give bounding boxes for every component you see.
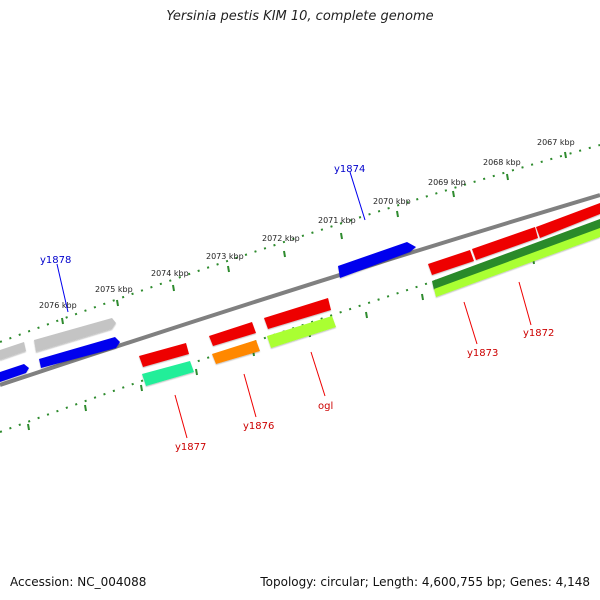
kbp-label: 2072 kbp [262,234,300,243]
kbp-labels: 2067 kbp 2068 kbp 2069 kbp 2070 kbp 2071… [39,138,575,310]
gene-label-ogl[interactable]: ogl [318,401,333,412]
gene-label-y1873[interactable]: y1873 [467,348,498,359]
kbp-label: 2073 kbp [206,252,244,261]
gene-feature[interactable] [34,318,116,352]
gene-feature[interactable] [472,227,538,260]
gene-feature[interactable] [0,364,29,382]
reverse-gene-labels: y1872 y1873 ogl y1876 y1877 [174,281,554,453]
kbp-label: 2069 kbp [428,178,466,187]
outer-major-ticks [61,151,567,325]
gene-label-y1878[interactable]: y1878 [40,255,71,266]
gene-feature[interactable] [432,219,600,290]
gene-feature[interactable] [142,361,194,386]
kbp-label: 2070 kbp [373,197,411,206]
gene-feature[interactable] [212,340,260,364]
kbp-label: 2076 kbp [39,301,77,310]
kbp-label: 2074 kbp [151,269,189,278]
gene-feature[interactable] [0,342,26,360]
gene-feature[interactable] [434,228,600,297]
gene-label-y1872[interactable]: y1872 [523,328,554,339]
gene-feature[interactable] [428,250,474,275]
gene-feature[interactable] [139,343,189,367]
forward-gene-labels: y1874 y1878 [40,164,366,313]
gene-label-y1874[interactable]: y1874 [334,164,365,175]
genome-stats-text: Topology: circular; Length: 4,600,755 bp… [260,575,590,589]
reverse-genes [139,203,600,386]
kbp-label: 2071 kbp [318,216,356,225]
gene-feature[interactable] [536,203,600,238]
gene-feature[interactable] [264,298,331,329]
kbp-label: 2067 kbp [537,138,575,147]
gene-label-y1876[interactable]: y1876 [243,421,274,432]
gene-feature[interactable] [267,316,336,348]
map-title: Yersinia pestis KIM 10, complete genome [166,9,434,24]
kbp-label: 2075 kbp [95,285,133,294]
gene-feature[interactable] [209,322,256,346]
accession-text: Accession: NC_004088 [10,575,147,589]
forward-genes [0,242,416,382]
gene-feature[interactable] [39,337,120,368]
gene-label-y1877[interactable]: y1877 [175,442,206,453]
kbp-label: 2068 kbp [483,158,521,167]
genome-backbone [0,193,600,387]
gene-feature[interactable] [338,242,416,278]
